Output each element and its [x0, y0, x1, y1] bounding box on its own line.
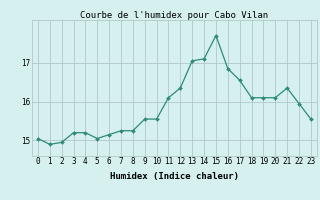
Title: Courbe de l'humidex pour Cabo Vilan: Courbe de l'humidex pour Cabo Vilan	[80, 11, 268, 20]
X-axis label: Humidex (Indice chaleur): Humidex (Indice chaleur)	[110, 172, 239, 181]
